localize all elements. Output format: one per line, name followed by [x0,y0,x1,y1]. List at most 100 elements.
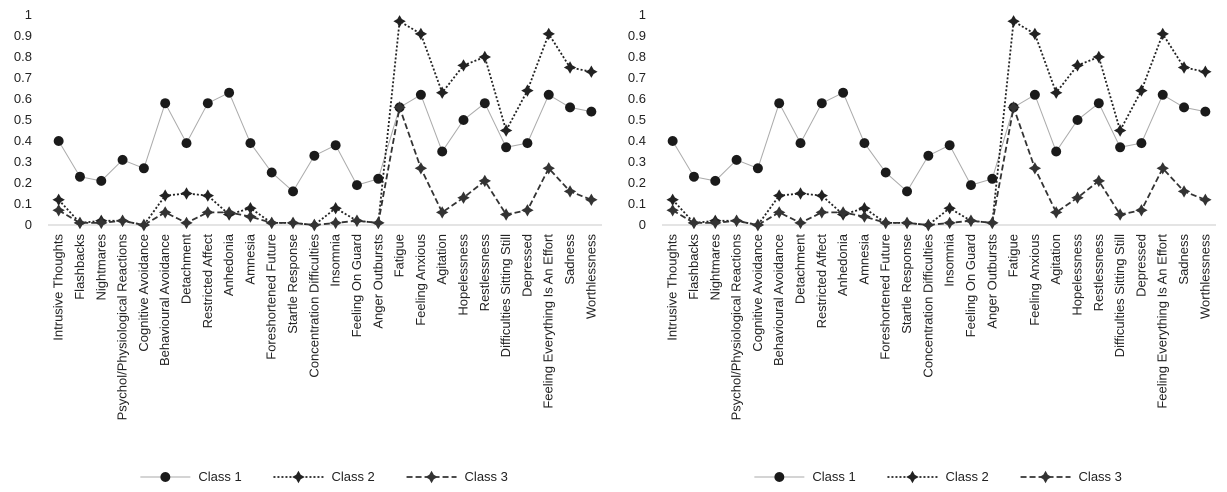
data-point [222,206,236,219]
data-point [158,206,172,219]
data-point [667,136,678,146]
x-category-label: Psychol/Physiological Reactions [729,234,744,421]
x-category-label: Restricted Affect [814,234,829,329]
legend-marker [292,470,305,484]
data-point [309,150,320,161]
data-point [1049,86,1063,99]
data-point [1157,89,1168,100]
y-tick-label: 0.5 [14,112,32,127]
data-point [858,202,871,215]
y-tick-label: 0.5 [628,112,646,127]
data-point [774,98,785,109]
data-point [437,146,448,157]
y-tick-label: 0.8 [14,49,32,64]
data-point [393,101,406,114]
data-point [329,202,342,215]
x-category-label: Worthlessness [1197,234,1212,320]
data-point [1135,84,1148,97]
data-point [1177,185,1191,198]
data-point [478,50,492,64]
data-point [730,214,743,227]
data-point [499,124,513,137]
data-point [373,173,384,184]
data-point [964,214,978,227]
data-point [372,216,385,230]
data-point [1179,102,1190,113]
x-category-label: Psychol/Physiological Reactions [115,234,130,421]
data-point [900,216,914,230]
data-point [501,142,512,153]
legend-label: Class 1 [198,469,241,484]
data-point [772,189,786,202]
data-point [943,216,956,230]
data-point [521,204,534,217]
line-chart-left: 0 0.1 0.2 0.3 0.4 0.5 0.6 0.7 0.8 0.9 1 Intrusive T… [14,7,602,484]
data-point [265,216,278,230]
data-point [858,210,871,223]
y-tick-label: 0.7 [628,70,646,85]
x-category-label: Hopelessness [1070,234,1085,316]
series-3 [666,101,1212,232]
x-category-label: Sadness [1176,234,1191,285]
data-point [266,167,277,178]
legend-item: Class 2 [887,469,989,484]
series-line [57,19,592,226]
data-point [117,154,128,165]
data-point [1199,65,1212,78]
data-point [435,206,449,219]
data-point [52,204,65,217]
data-point [308,218,321,232]
data-point [1071,191,1084,204]
y-tick-label: 0.6 [628,91,646,106]
x-category-label: Worthlessness [583,234,598,320]
data-point [96,175,107,186]
y-tick-label: 0.1 [628,196,646,211]
y-tick-label: 0.4 [14,133,32,148]
data-point [74,171,85,182]
x-category-label: Hopelessness [456,234,471,316]
data-point [922,218,935,232]
series-1 [667,87,1211,197]
line-chart-right: 0 0.1 0.2 0.3 0.4 0.5 0.6 0.7 0.8 0.9 1 Intrusive T… [628,7,1216,484]
data-point [499,208,513,221]
x-category-label: Agitation [434,234,449,285]
data-point [816,98,827,109]
data-point [880,167,891,178]
data-point [1007,15,1020,28]
y-tick-label: 1 [639,7,646,22]
x-category-label: Sadness [562,234,577,285]
data-point [543,89,554,100]
data-point [138,163,149,174]
x-category-label: Agitation [1048,234,1063,285]
data-point [1029,89,1040,100]
legend-marker [1039,470,1052,484]
data-point [585,65,598,78]
legend-item: Class 1 [754,469,856,484]
x-category-label: Amnesia [242,233,257,284]
y-tick-label: 0.2 [14,175,32,190]
x-category-label: Nightmares [707,234,722,301]
x-category-label: Difficulties Sitting Still [1112,234,1127,357]
data-point [1113,124,1127,137]
x-category-label: Cognitive Avoidance [136,234,151,352]
data-point [688,171,699,182]
x-category-label: Restlessness [477,234,492,312]
data-point [458,115,469,125]
data-point [772,206,786,219]
legend: Class 1 Class 2 Class 3 [754,469,1122,484]
data-point [944,140,955,151]
x-category-label: Intrusive Thoughts [51,234,66,341]
y-tick-label: 0.9 [628,28,646,43]
data-point [542,162,555,175]
data-point [1049,206,1063,219]
legend: Class 1 Class 2 Class 3 [140,469,508,484]
data-point [902,186,913,197]
data-point [116,214,129,227]
data-point [1156,27,1169,41]
data-point [563,61,577,74]
data-point [52,193,65,206]
x-category-label: Anhedonia [835,233,850,296]
x-category-label: Anger Outbursts [984,234,999,329]
data-point [794,216,807,230]
data-point [710,175,721,186]
